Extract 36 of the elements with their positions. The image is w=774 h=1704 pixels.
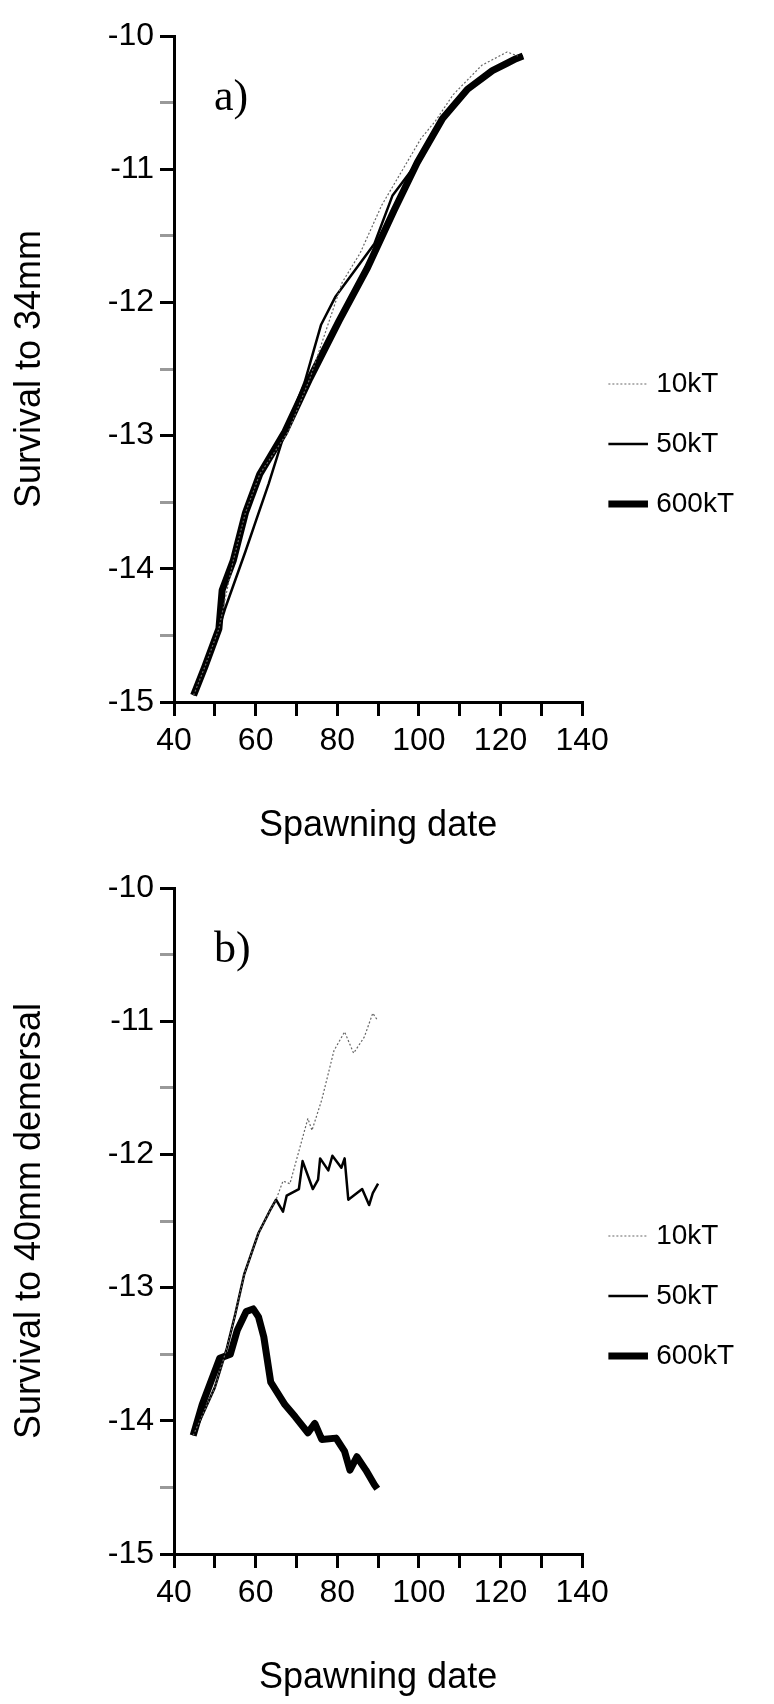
y-tick-label: -13 — [107, 1267, 154, 1304]
y-tick-label: -10 — [107, 867, 154, 904]
legend-label: 600kT — [656, 486, 735, 518]
y-tick-label: -12 — [107, 282, 154, 319]
x-tick-label: 80 — [319, 721, 356, 758]
legend-label: 50kT — [656, 1278, 719, 1310]
legend-label: 600kT — [656, 1338, 735, 1370]
legend-label: 50kT — [656, 426, 719, 458]
x-tick-label: 100 — [392, 721, 446, 758]
y-tick-label: -12 — [107, 1134, 154, 1171]
y-tick-label: -15 — [107, 681, 154, 718]
x-axis-title: Spawning date — [259, 1655, 498, 1697]
x-tick-label: 100 — [392, 1573, 446, 1610]
x-tick-label: 140 — [555, 1573, 609, 1610]
y-tick-label: -11 — [110, 1001, 154, 1038]
y-axis-title: Survival to 40mm demersal — [6, 1002, 48, 1440]
x-tick-label: 80 — [319, 1573, 356, 1610]
x-tick-label: 40 — [156, 1573, 192, 1610]
legend-label: 10kT — [656, 1218, 719, 1250]
y-tick-label: -10 — [107, 15, 154, 52]
y-axis-title: Survival to 34mm — [6, 229, 48, 509]
y-tick-label: -14 — [107, 548, 154, 585]
y-tick-label: -15 — [107, 1533, 154, 1570]
x-tick-label: 60 — [237, 721, 274, 758]
x-tick-label: 60 — [237, 1573, 274, 1610]
y-tick-label: -14 — [107, 1400, 154, 1437]
annotation: b) — [214, 922, 251, 972]
x-tick-label: 140 — [555, 721, 609, 758]
x-tick-label: 120 — [473, 1573, 528, 1610]
y-tick-label: -13 — [107, 415, 154, 452]
legend-label: 10kT — [656, 366, 719, 398]
annotation: a) — [214, 70, 249, 120]
x-axis-title: Spawning date — [259, 803, 498, 845]
x-tick-label: 40 — [156, 721, 192, 758]
x-tick-label: 120 — [473, 721, 528, 758]
y-tick-label: -11 — [110, 149, 154, 186]
